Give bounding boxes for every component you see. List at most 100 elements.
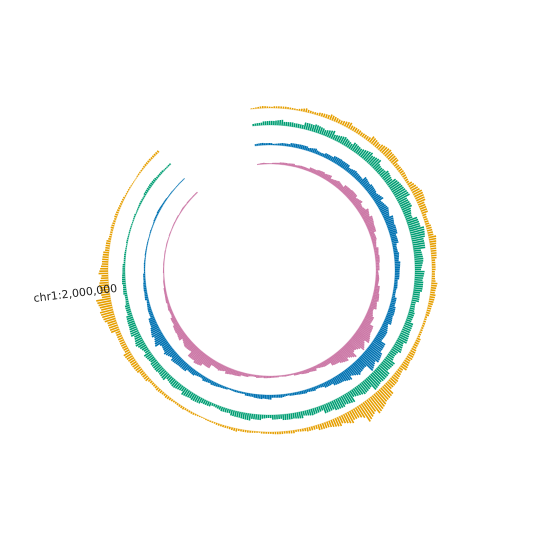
track-bar (303, 122, 307, 130)
track-bar (427, 231, 433, 234)
track-bar (148, 318, 156, 323)
track-bar (400, 365, 407, 371)
track-bar (153, 219, 156, 222)
track-bar (375, 367, 387, 379)
track-bar (99, 286, 109, 289)
track-bar (177, 215, 179, 218)
track-bar (287, 121, 290, 127)
track-bar (150, 327, 160, 334)
track-bar (315, 150, 319, 155)
track-bar (189, 368, 195, 374)
track-bar (376, 390, 388, 402)
track-bar (400, 332, 410, 338)
track-bar (189, 198, 192, 201)
track-bar (396, 339, 404, 345)
track-bar (240, 372, 244, 376)
track-bar (222, 407, 226, 412)
track-bar (369, 229, 377, 234)
track-bar (326, 421, 330, 428)
track-bar (105, 246, 110, 250)
track-bar (126, 190, 129, 193)
track-bar (394, 254, 400, 257)
track-bar (134, 335, 142, 340)
track-bar (298, 144, 302, 149)
track-bar (373, 291, 379, 294)
track-bar (344, 369, 353, 380)
track-bar (178, 385, 184, 391)
track-bar (364, 379, 372, 388)
track-bar (219, 364, 224, 372)
track-bar (170, 398, 174, 402)
track-bar (152, 179, 156, 182)
track-bar (151, 330, 162, 338)
track-bar (156, 150, 160, 153)
track-bar (342, 394, 349, 405)
track-bar (373, 393, 386, 407)
track-bar (332, 354, 340, 364)
track-bar (129, 327, 138, 333)
track-bar (342, 370, 351, 381)
track-bar (405, 357, 411, 362)
track-bar (430, 291, 435, 294)
track-bar (391, 239, 399, 243)
track-bar (352, 335, 365, 347)
track-bar (353, 199, 362, 207)
track-bar (144, 292, 148, 295)
track-bar (393, 248, 398, 251)
track-bar (384, 217, 394, 223)
track-bar (196, 372, 200, 377)
track-bar (142, 196, 145, 200)
track-bar (409, 351, 415, 356)
track-bar (309, 367, 313, 372)
track-bar (346, 342, 355, 351)
track-bar (167, 164, 170, 167)
track-bar (356, 176, 362, 182)
track-bar (307, 368, 311, 373)
track-bar (430, 289, 436, 292)
track-bar (410, 186, 419, 192)
track-bar (353, 361, 363, 372)
track-bar (352, 198, 360, 205)
track-bar (354, 407, 363, 418)
track-bar (325, 153, 329, 159)
track-bar (234, 370, 238, 376)
track-bar (159, 206, 162, 209)
track-bar (390, 235, 397, 239)
track-bar (108, 322, 118, 327)
track-bar (385, 219, 394, 224)
track-bar (383, 174, 391, 181)
track-bar (314, 407, 318, 414)
track-bar (143, 375, 149, 380)
track-bar (169, 310, 173, 314)
track-bar (380, 207, 389, 213)
track-bar (171, 317, 177, 322)
track-bar (115, 211, 119, 214)
track-bar (163, 347, 173, 355)
track-bar (418, 203, 426, 208)
track-bar (351, 143, 358, 152)
track-bar (222, 424, 225, 428)
track-bar (172, 322, 179, 328)
track-bar (429, 240, 437, 243)
track-bar (146, 187, 150, 191)
track-bar (408, 224, 421, 230)
track-bar (360, 178, 368, 186)
track-bar (176, 329, 183, 335)
track-bar (367, 347, 381, 359)
track-bar (122, 345, 128, 349)
track-bar (200, 398, 205, 404)
track-bar (98, 284, 109, 287)
track-bar (322, 404, 327, 414)
track-bar (164, 167, 167, 170)
track-bar (105, 244, 110, 247)
track-bar (426, 226, 432, 230)
track-bar (309, 387, 313, 392)
track-bar (318, 406, 322, 412)
track-bar (150, 314, 154, 318)
track-bar (321, 128, 325, 135)
track-bar (362, 402, 374, 417)
track-bar (158, 208, 161, 211)
track-bar (374, 288, 380, 291)
track-bar (324, 360, 329, 366)
track-bar (367, 136, 372, 142)
